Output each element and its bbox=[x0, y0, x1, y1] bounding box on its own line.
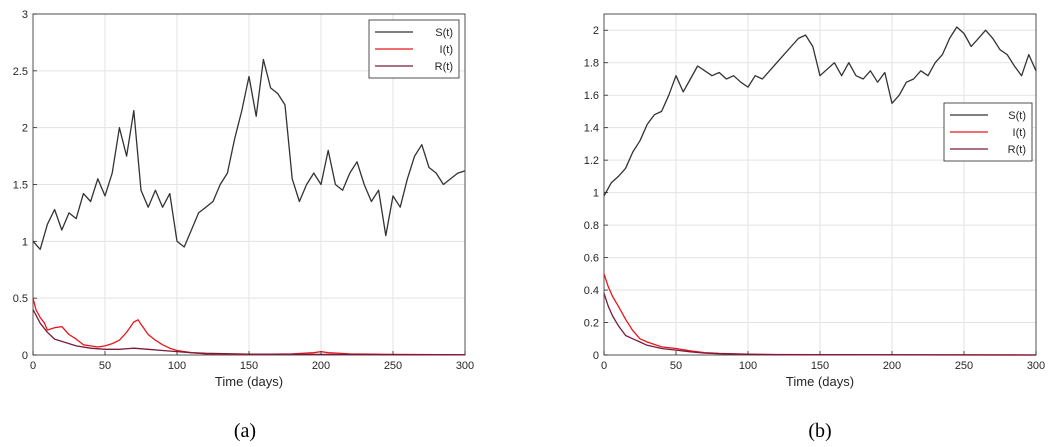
y-tick-label: 0 bbox=[593, 350, 599, 362]
series-line-rt bbox=[32, 309, 466, 356]
y-tick-label: 0.4 bbox=[584, 285, 599, 297]
x-tick-label: 300 bbox=[1027, 360, 1045, 372]
y-tick-label: 2 bbox=[22, 123, 28, 135]
x-tick-label: 50 bbox=[670, 360, 682, 372]
x-tick-label: 150 bbox=[240, 360, 258, 372]
x-tick-label: 0 bbox=[601, 360, 607, 372]
legend-entry-label: I(t) bbox=[440, 44, 453, 56]
y-tick-label: 1.4 bbox=[584, 123, 599, 135]
x-axis-label: Time (days) bbox=[215, 374, 283, 389]
x-tick-label: 50 bbox=[99, 360, 111, 372]
y-tick-label: 2 bbox=[593, 25, 599, 37]
x-tick-label: 300 bbox=[456, 360, 474, 372]
x-tick-label: 0 bbox=[30, 360, 36, 372]
y-tick-label: 1.2 bbox=[584, 155, 599, 167]
x-tick-label: 250 bbox=[384, 360, 402, 372]
chart-panel-a: 0 50 100 150 200 250 300 0 0.5 1 1.5 2 2.5 3 Time (day… bbox=[13, 9, 474, 442]
y-tick-label: 0.6 bbox=[584, 253, 599, 265]
series-line-it bbox=[32, 298, 466, 356]
chart-panel-b: 0 50 100 150 200 250 300 0 0.2 0.4 0.6 0.8 1 1.2 1.4 1.… bbox=[584, 13, 1045, 442]
y-tick-label: 0.2 bbox=[584, 318, 599, 330]
y-tick-label: 3 bbox=[22, 9, 28, 21]
legend-entry-label: R(t) bbox=[1008, 144, 1026, 156]
x-tick-label: 200 bbox=[312, 360, 330, 372]
x-tick-label: 250 bbox=[955, 360, 973, 372]
legend-entry-label: S(t) bbox=[435, 27, 453, 39]
y-tick-label: 1.5 bbox=[13, 180, 28, 192]
x-axis-label: Time (days) bbox=[786, 374, 854, 389]
legend-entry-label: I(t) bbox=[1013, 127, 1026, 139]
y-tick-label: 0 bbox=[22, 350, 28, 362]
y-tick-label: 0.8 bbox=[584, 220, 599, 232]
y-tick-label: 1 bbox=[593, 188, 599, 200]
y-tick-label: 1.6 bbox=[584, 90, 599, 102]
x-tick-label: 100 bbox=[168, 360, 186, 372]
x-tick-label: 150 bbox=[811, 360, 829, 372]
y-tick-label: 2.5 bbox=[13, 66, 28, 78]
panel-label: (b) bbox=[808, 420, 831, 442]
series-line-st bbox=[32, 58, 466, 250]
y-tick-label: 1.8 bbox=[584, 58, 599, 70]
y-tick-label: 1 bbox=[22, 236, 28, 248]
legend: S(t) I(t) R(t) bbox=[368, 19, 460, 79]
x-tick-label: 100 bbox=[739, 360, 757, 372]
y-tick-label: 0.5 bbox=[13, 293, 28, 305]
legend-entry-label: R(t) bbox=[435, 61, 453, 73]
series-line-st bbox=[603, 26, 1037, 197]
legend-entry-label: S(t) bbox=[1008, 110, 1026, 122]
legend: S(t) I(t) R(t) bbox=[943, 102, 1033, 162]
panel-label: (a) bbox=[234, 420, 256, 442]
x-tick-label: 200 bbox=[883, 360, 901, 372]
